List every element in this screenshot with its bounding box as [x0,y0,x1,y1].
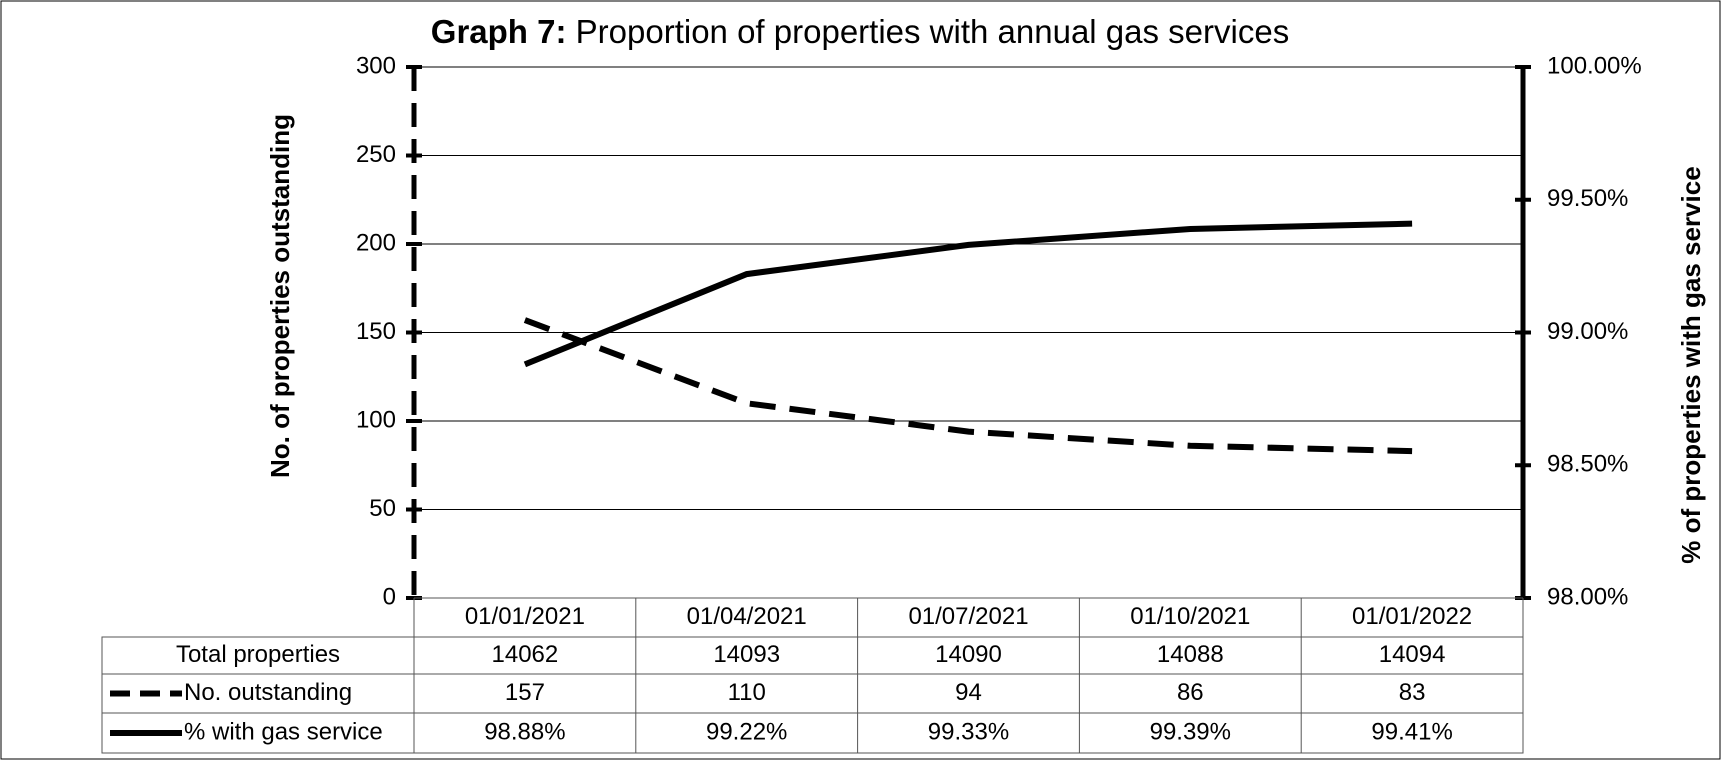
table-cell: 14090 [935,641,1002,668]
table-cell: 157 [505,679,545,706]
table-row-label: Total properties [176,641,340,668]
y-axis-label: No. of properties outstanding [265,114,295,478]
table-cell: 110 [728,679,766,706]
y-tick-label: 300 [356,52,396,79]
y-tick-label: 150 [356,318,396,345]
title-prefix: Graph 7: [431,13,567,50]
title-text: Proportion of properties with annual gas… [576,13,1290,50]
y2-tick-label: 98.00% [1547,583,1628,610]
y-tick-label: 100 [356,406,396,433]
table-cell: 94 [955,679,982,706]
y-tick-label: 0 [383,583,396,610]
y2-tick-label: 99.00% [1547,318,1628,345]
y-tick-label: 200 [356,229,396,256]
y2-axis-label: % of properties with gas service [1676,166,1706,563]
x-tick-label: 01/04/2021 [687,603,807,630]
table-cell: 99.39% [1150,718,1231,745]
x-tick-label: 01/01/2022 [1352,603,1472,630]
legend-label: No. outstanding [184,679,352,706]
x-tick-label: 01/01/2021 [465,603,585,630]
legend-label: % with gas service [184,718,383,745]
y2-tick-label: 98.50% [1547,451,1628,478]
table-cell: 99.41% [1371,718,1452,745]
line-series [523,220,1413,368]
line-series [523,317,1413,455]
table-cell: 83 [1399,679,1426,706]
table-cell: 14088 [1157,641,1224,668]
table-cell: 99.33% [928,718,1009,745]
y-tick-label: 250 [356,141,396,168]
y2-tick-label: 100.00% [1547,52,1642,79]
table-cell: 98.88% [484,718,565,745]
y-tick-label: 50 [369,495,396,522]
y2-tick-label: 99.50% [1547,185,1628,212]
table-cell: 86 [1177,679,1204,706]
x-tick-label: 01/10/2021 [1130,603,1250,630]
table-cell: 14094 [1379,641,1446,668]
table-cell: 14062 [492,641,559,668]
chart-title: Graph 7: Proportion of properties with a… [431,13,1289,50]
x-tick-label: 01/07/2021 [908,603,1028,630]
table-cell: 99.22% [706,718,787,745]
table-cell: 14093 [713,641,780,668]
